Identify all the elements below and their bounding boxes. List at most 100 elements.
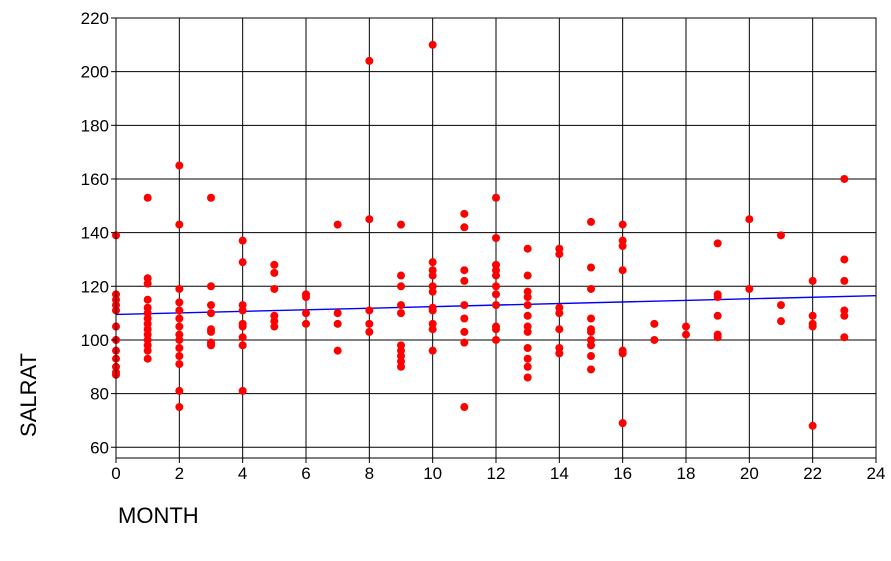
data-point [175,322,184,331]
data-point [428,258,437,267]
data-point [523,311,532,320]
data-point [460,223,469,232]
data-point [175,284,184,293]
data-point [460,314,469,323]
data-point [175,403,184,412]
data-point [143,346,152,355]
data-point [618,266,627,275]
data-point [555,309,564,318]
data-point [587,263,595,272]
data-point [650,335,659,344]
data-point [460,327,469,336]
data-point [207,309,215,318]
data-point [238,386,247,395]
data-point [428,346,437,355]
data-point [238,341,247,350]
data-point [460,276,469,285]
data-point [143,279,152,288]
data-point [840,333,849,342]
x-axis-label: MONTH [118,503,199,528]
data-point [618,242,627,251]
data-point [302,319,310,328]
data-point [587,365,595,374]
data-point [587,217,595,226]
data-point [523,362,532,371]
data-point [523,244,532,253]
data-point [745,284,754,293]
data-point [492,290,500,299]
y-tick-label: 180 [81,116,109,135]
x-tick-label: 6 [301,464,310,483]
data-point [682,330,690,339]
data-point [175,335,184,344]
x-tick-label: 8 [365,464,374,483]
data-point [587,327,595,336]
data-point [460,301,469,310]
data-point [777,231,785,240]
data-point [460,338,469,347]
data-point [713,293,722,302]
data-point [365,215,374,224]
data-point [207,341,215,350]
data-point [238,333,247,342]
data-point [840,276,849,285]
data-point [460,403,469,412]
data-point [175,360,184,369]
x-tick-label: 10 [423,464,442,483]
data-point [397,271,405,280]
x-tick-label: 20 [740,464,759,483]
data-point [238,306,247,315]
data-point [808,311,817,320]
data-point [238,258,247,267]
data-point [207,282,215,291]
data-point [397,362,405,371]
x-tick-label: 0 [111,464,120,483]
data-point [175,344,184,352]
data-point [397,220,405,229]
x-axis-ticks: 0 2 4 6 8 10 12 14 16 18 20 22 24 [111,458,885,483]
x-tick-label: 18 [677,464,696,483]
data-point [397,309,405,318]
data-point [523,354,532,363]
data-point [523,327,532,336]
data-point [428,325,437,334]
data-point [175,161,184,170]
x-tick-label: 14 [550,464,569,483]
data-point [523,271,532,280]
data-point [397,301,405,310]
data-point [492,234,500,242]
data-point [460,209,469,218]
data-point [777,301,785,310]
y-tick-label: 120 [81,277,109,296]
x-tick-label: 4 [238,464,247,483]
data-point [808,421,817,430]
data-point [175,352,184,361]
data-point [618,220,627,229]
data-point [777,317,785,326]
data-point [840,255,849,264]
data-point [555,325,564,334]
x-tick-label: 2 [175,464,184,483]
data-point [428,287,437,296]
data-point [745,215,754,224]
data-point [492,271,500,280]
data-point [270,260,279,269]
data-point [428,40,437,49]
data-point [618,349,627,358]
data-point [618,419,627,428]
x-tick-label: 22 [803,464,822,483]
data-point [587,352,595,361]
y-axis-label: SALRAT [16,353,41,437]
y-tick-label: 220 [81,9,109,28]
data-point [333,346,342,355]
data-point [302,293,310,302]
data-point [207,301,215,310]
data-point [523,293,532,302]
data-points [112,40,849,430]
data-point [492,335,500,344]
data-point [397,282,405,291]
data-point [555,250,564,259]
data-point [492,325,500,334]
data-point [333,220,342,229]
